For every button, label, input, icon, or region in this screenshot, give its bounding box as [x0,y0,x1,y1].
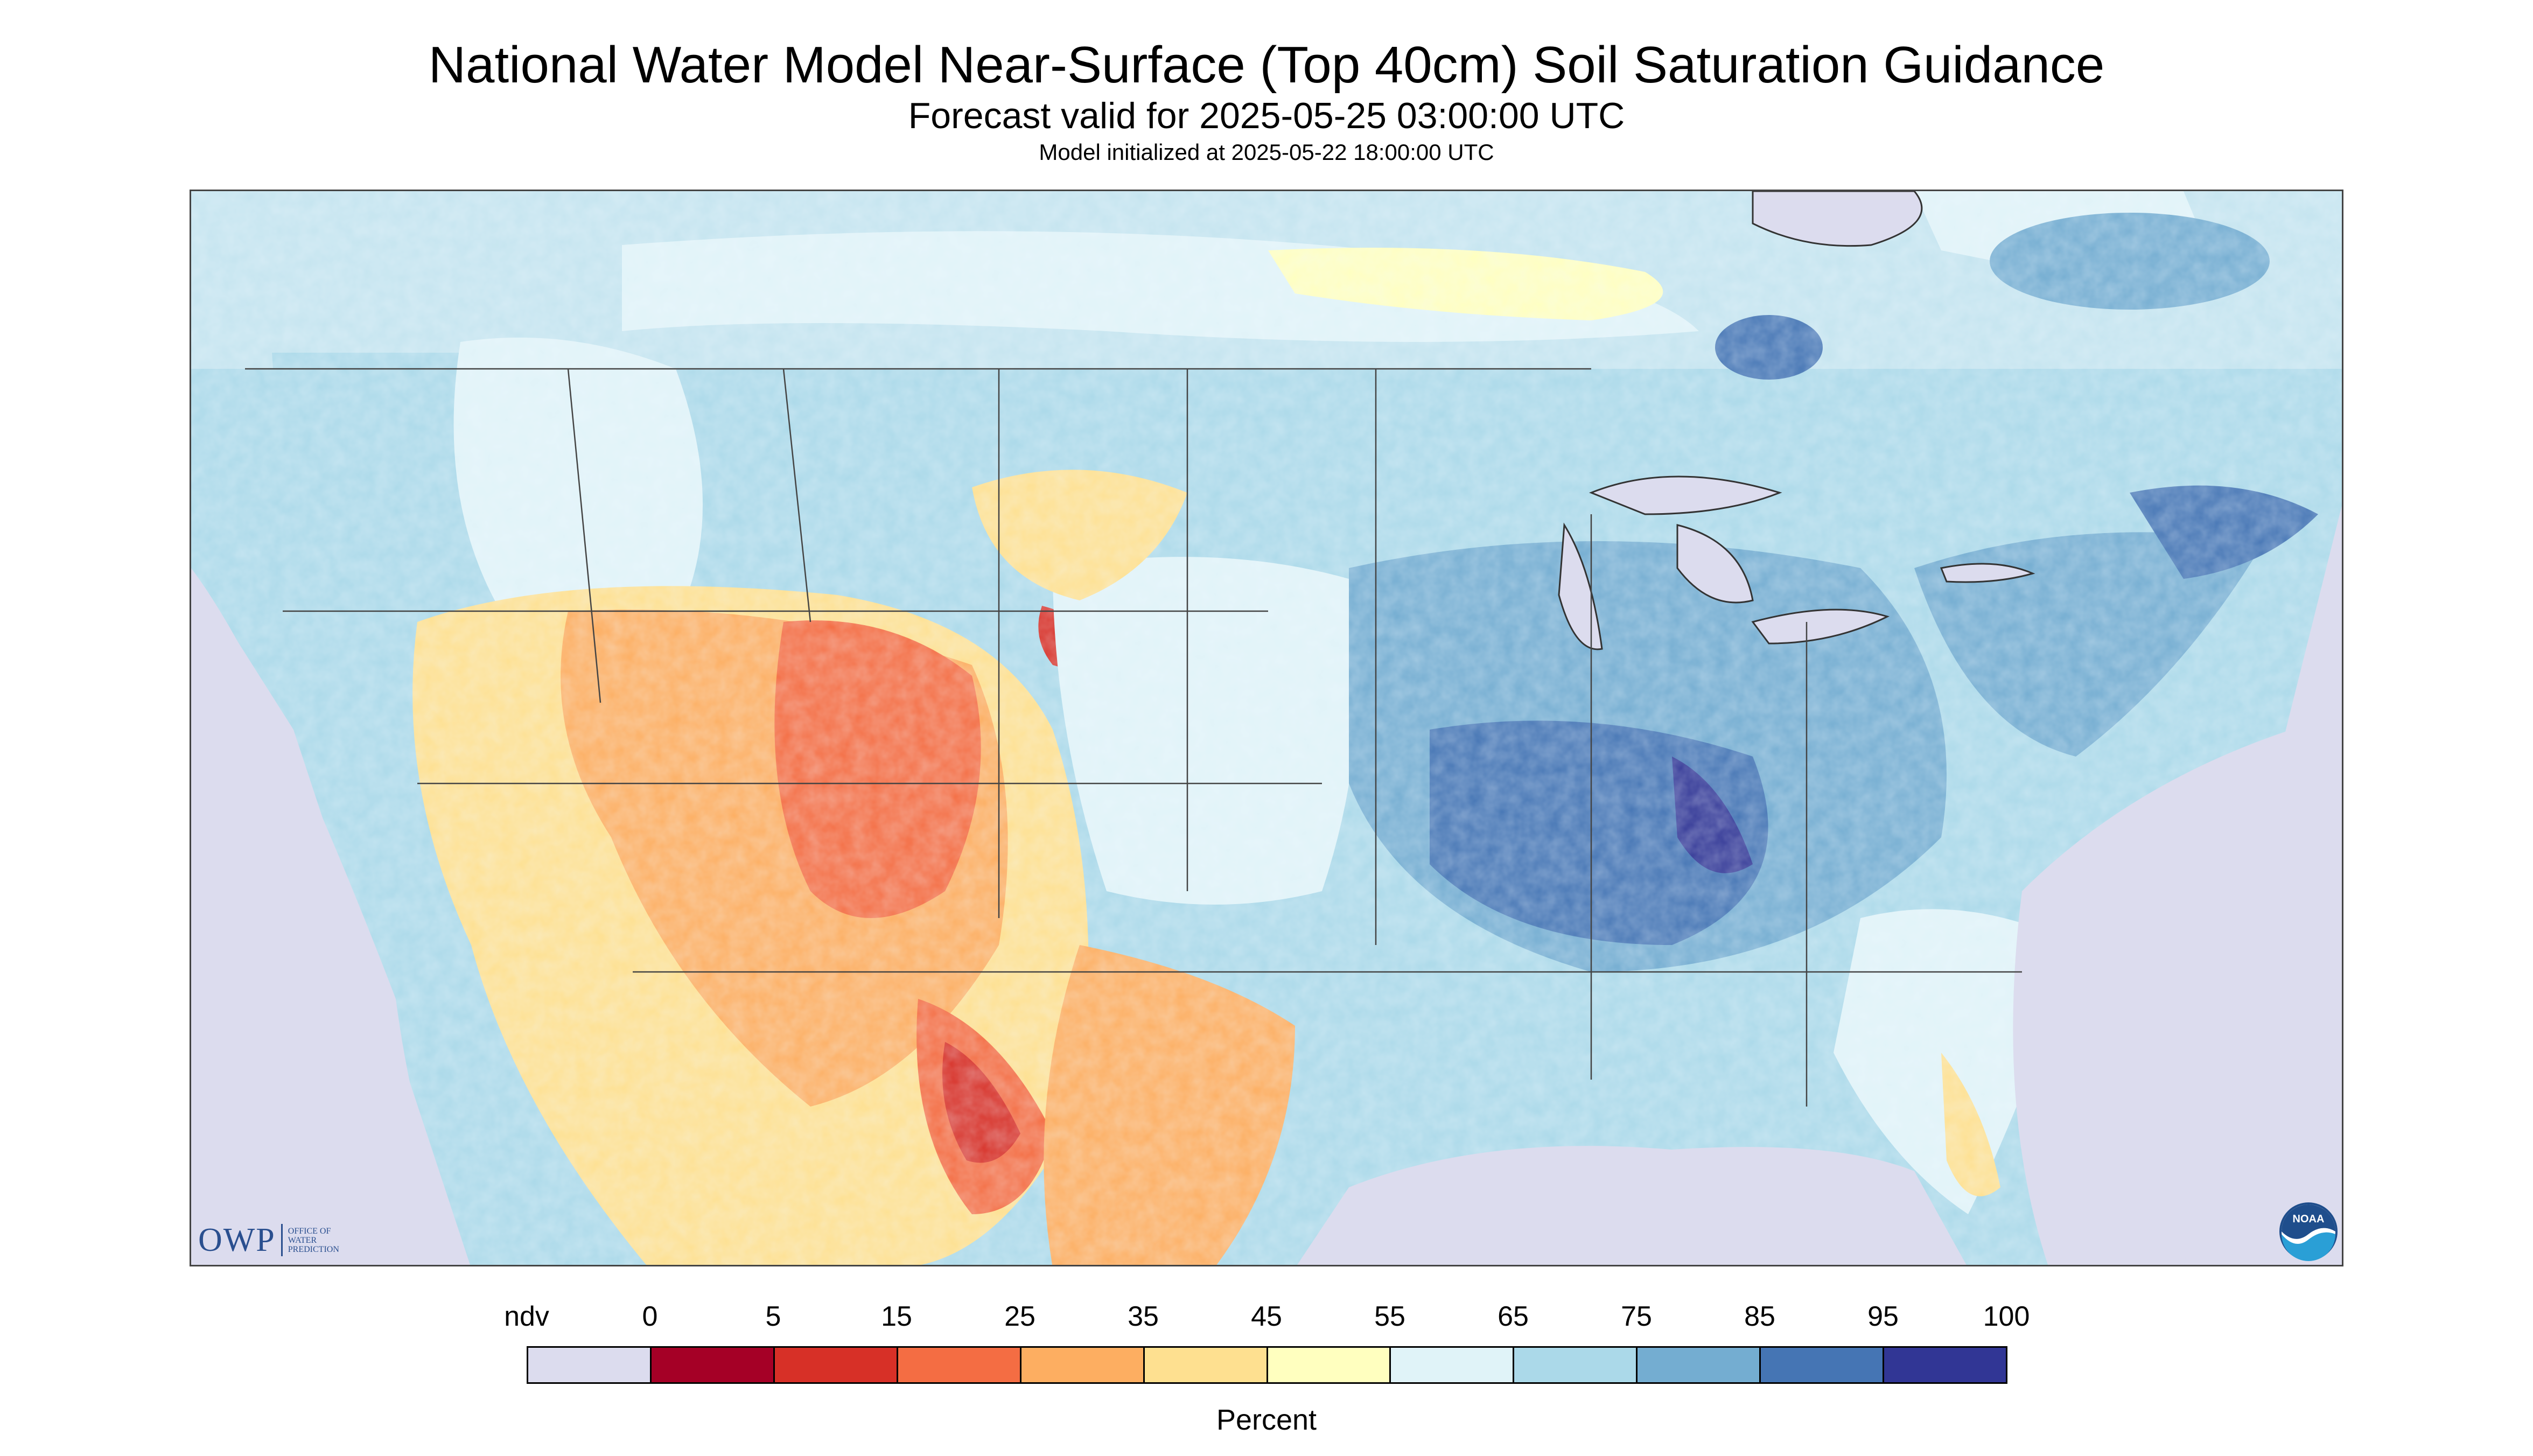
colorbar-cell-5-15 [774,1348,898,1382]
legend-label-ndv: ndv [504,1301,549,1332]
colorbar-cell-55-65 [1391,1348,1515,1382]
owp-line-1: OFFICE OF [288,1226,331,1236]
atlantic-ocean [2013,730,2291,1265]
colorbar-cell-0-5 [651,1348,775,1382]
legend-label-35: 35 [1128,1301,1159,1332]
legend-colorbar [527,1346,2007,1384]
lake-ontario [1940,563,2035,583]
legend-label-75: 75 [1621,1301,1652,1332]
owp-logo-divider [281,1224,283,1256]
legend-label-0: 0 [642,1301,658,1332]
map-title: National Water Model Near-Surface (Top 4… [428,36,2105,94]
legend-label-100: 100 [1983,1301,2030,1332]
legend-label-65: 65 [1498,1301,1529,1332]
map-canvas [191,191,2342,1265]
noaa-logo: NOAA [2279,1202,2338,1261]
land-area [191,191,2342,1265]
legend-label-85: 85 [1744,1301,1775,1332]
hudson-bay [1752,191,1923,247]
legend-label-45: 45 [1251,1301,1282,1332]
legend-label-5: 5 [765,1301,781,1332]
soil-saturation-map [190,190,2343,1266]
owp-logo-text: OFFICE OF WATER PREDICTION [288,1227,339,1254]
lake-huron [1676,524,1754,604]
owp-logo: OWP OFFICE OF WATER PREDICTION [198,1221,339,1259]
colorbar-cell-35-45 [1144,1348,1268,1382]
lake-erie [1751,608,1890,645]
owp-logo-letters: OWP [198,1221,276,1258]
legend-tick-labels: ndv 0 5 15 25 35 45 55 65 75 85 95 100 [0,1300,2533,1338]
owp-line-2: WATER [288,1235,317,1245]
legend-unit: Percent [1216,1404,1317,1436]
legend-label-95: 95 [1867,1301,1899,1332]
pacific-ocean [191,568,470,1265]
lake-superior [1589,475,1782,515]
colorbar-cell-75-85 [1638,1348,1761,1382]
colorbar-cell-25-35 [1021,1348,1145,1382]
colorbar-cell-45-55 [1268,1348,1391,1382]
legend-label-55: 55 [1374,1301,1405,1332]
forecast-valid-time: Forecast valid for 2025-05-25 03:00:00 U… [908,95,1625,136]
legend-label-25: 25 [1004,1301,1035,1332]
colorbar-cell-ndv [528,1348,652,1382]
colorbar-cell-15-25 [898,1348,1021,1382]
colorbar-cell-65-75 [1514,1348,1638,1382]
legend-label-15: 15 [881,1301,912,1332]
state-boundaries [245,368,2022,1107]
model-init-time: Model initialized at 2025-05-22 18:00:00… [1039,139,1494,165]
colorbar-cell-95-100 [1884,1348,2006,1382]
colorbar-cell-85-95 [1761,1348,1885,1382]
gulf-of-mexico [1297,1146,1967,1265]
owp-line-3: PREDICTION [288,1244,339,1254]
svg-text:NOAA: NOAA [2293,1213,2325,1225]
